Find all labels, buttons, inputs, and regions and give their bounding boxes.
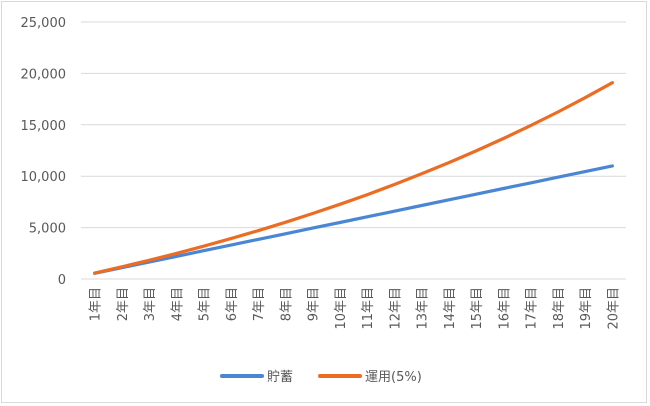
x-tick-label: 12年目 [388, 287, 403, 330]
x-tick-label: 10年目 [334, 287, 349, 330]
x-tick-label: 14年目 [443, 287, 458, 330]
x-tick-label: 15年目 [470, 287, 485, 330]
series-line-1 [92, 81, 615, 275]
y-tick-label: 25,000 [21, 16, 67, 31]
x-tick-label: 13年目 [416, 287, 431, 330]
y-tick-label: 10,000 [21, 170, 67, 185]
x-tick-label: 11年目 [361, 287, 376, 330]
x-tick-label: 20年目 [606, 287, 621, 330]
x-tick-label: 1年目 [89, 287, 104, 321]
x-tick-label: 9年目 [307, 287, 322, 321]
x-tick-label: 4年目 [170, 287, 185, 321]
x-tick-label: 7年目 [252, 287, 267, 321]
x-tick-label: 19年目 [579, 287, 594, 330]
x-tick-label: 17年目 [525, 287, 540, 330]
x-tick-label: 5年目 [198, 287, 213, 321]
x-tick-label: 18年目 [552, 287, 567, 330]
y-tick-label: 5,000 [29, 222, 66, 237]
x-tick-label: 2年目 [116, 287, 131, 321]
legend-label-0: 貯蓄 [267, 370, 293, 385]
x-tick-label: 8年目 [279, 287, 294, 321]
legend-label-1: 運用(5%) [365, 370, 422, 385]
x-tick-label: 16年目 [497, 287, 512, 330]
x-tick-label: 6年目 [225, 287, 240, 321]
x-tick-label: 3年目 [143, 287, 158, 321]
y-tick-label: 20,000 [21, 67, 67, 82]
y-tick-label: 15,000 [21, 119, 67, 134]
y-tick-label: 0 [58, 273, 66, 288]
series-line-0 [92, 164, 615, 275]
